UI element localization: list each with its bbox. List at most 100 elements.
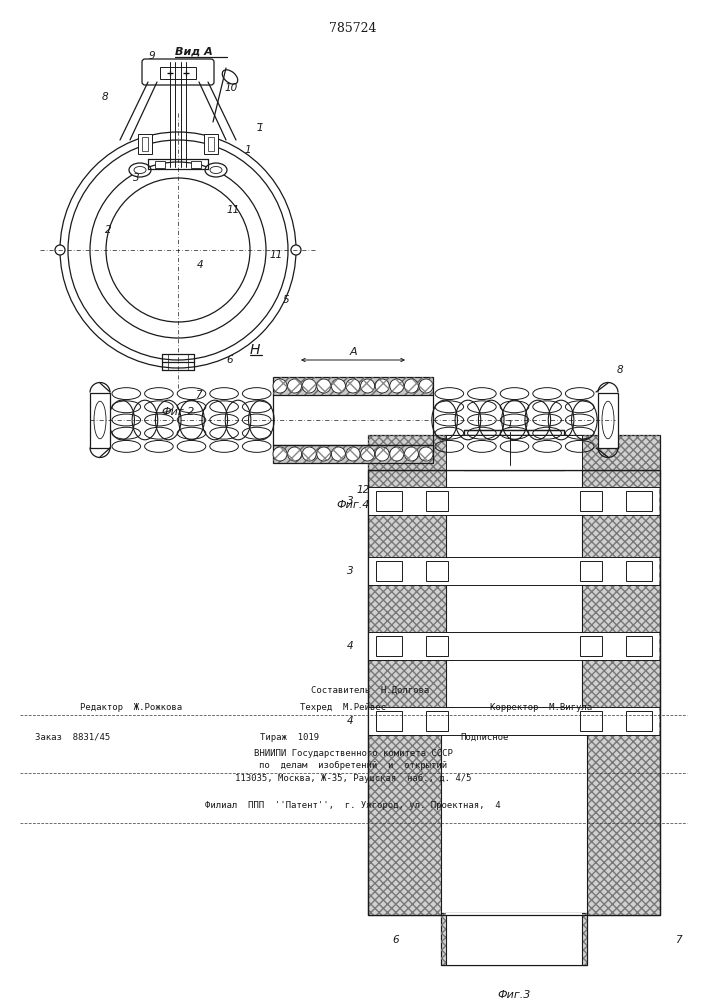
Circle shape (419, 379, 433, 393)
Text: 7: 7 (674, 935, 682, 945)
Text: 4: 4 (346, 716, 354, 726)
Ellipse shape (129, 163, 151, 177)
Circle shape (375, 447, 389, 461)
Bar (138, 134, 152, 154)
Circle shape (317, 379, 331, 393)
Bar (626, 636, 652, 656)
Bar (580, 561, 602, 581)
Text: 7: 7 (194, 390, 201, 400)
Bar (446, 515, 582, 557)
Text: Подписное: Подписное (460, 732, 508, 742)
Circle shape (273, 379, 287, 393)
Bar (273, 445, 433, 463)
Bar (369, 707, 659, 735)
Ellipse shape (205, 163, 227, 177)
Bar (142, 137, 148, 151)
Text: 11: 11 (269, 250, 283, 260)
Circle shape (419, 447, 433, 461)
Text: 6: 6 (227, 355, 233, 365)
Circle shape (288, 447, 302, 461)
Text: 5: 5 (283, 295, 289, 305)
Bar (368, 435, 660, 470)
Bar (426, 711, 448, 731)
Text: Н: Н (250, 343, 260, 357)
Circle shape (404, 379, 419, 393)
Bar (369, 557, 659, 585)
Text: 8: 8 (102, 92, 108, 102)
Bar (376, 491, 402, 511)
Bar (446, 913, 582, 965)
Circle shape (291, 245, 301, 255)
Text: 785724: 785724 (329, 21, 377, 34)
Text: 10: 10 (224, 83, 238, 93)
Bar (155, 161, 165, 168)
Circle shape (390, 447, 404, 461)
Text: 1̅: 1̅ (257, 123, 263, 133)
Text: A: A (349, 347, 357, 357)
Text: 4: 4 (346, 641, 354, 651)
Text: Тираж  1019: Тираж 1019 (260, 732, 319, 742)
Bar (446, 585, 582, 632)
Bar (426, 491, 448, 511)
Bar (273, 445, 433, 463)
Bar (369, 487, 659, 515)
Circle shape (332, 379, 346, 393)
Bar (446, 660, 582, 707)
Bar (273, 377, 433, 395)
Text: 11: 11 (226, 205, 240, 215)
Circle shape (302, 379, 316, 393)
Bar (368, 435, 660, 470)
Bar (204, 134, 218, 154)
Bar (626, 491, 652, 511)
Text: 1: 1 (507, 420, 513, 430)
Text: 8: 8 (617, 365, 624, 375)
Text: Фиг.3: Фиг.3 (497, 990, 531, 1000)
Text: 9: 9 (148, 51, 156, 61)
Circle shape (346, 447, 360, 461)
Text: 4: 4 (197, 260, 204, 270)
Bar (626, 711, 652, 731)
Bar (626, 561, 652, 581)
Text: Редактор  Ж.Рожкова: Редактор Ж.Рожкова (80, 702, 182, 712)
Text: Заказ  8831/45: Заказ 8831/45 (35, 732, 110, 742)
Circle shape (273, 447, 287, 461)
Bar (441, 913, 587, 965)
Circle shape (346, 379, 360, 393)
Bar (426, 636, 448, 656)
Circle shape (332, 447, 346, 461)
Text: 2: 2 (105, 225, 111, 235)
Circle shape (55, 245, 65, 255)
Text: Вид A: Вид A (175, 47, 213, 57)
Text: Корректор  М.Вигула: Корректор М.Вигула (490, 702, 592, 712)
Text: 1: 1 (245, 145, 251, 155)
Bar (464, 430, 564, 470)
Bar (376, 636, 402, 656)
Bar (273, 377, 433, 395)
Circle shape (302, 447, 316, 461)
Circle shape (375, 379, 389, 393)
Circle shape (404, 447, 419, 461)
Circle shape (288, 379, 302, 393)
Bar (369, 632, 659, 660)
Text: 6: 6 (392, 935, 399, 945)
Bar (598, 392, 618, 448)
Circle shape (390, 379, 404, 393)
Bar (368, 470, 660, 915)
Text: Техред  М.Рейвес: Техред М.Рейвес (300, 702, 386, 712)
Circle shape (361, 447, 375, 461)
Text: 12: 12 (356, 485, 370, 495)
Text: Фиг.4: Фиг.4 (337, 500, 370, 510)
Bar (441, 913, 587, 965)
Text: Составитель  Н.Долгова: Составитель Н.Долгова (311, 686, 429, 694)
Bar (580, 491, 602, 511)
Bar (208, 137, 214, 151)
Bar (580, 636, 602, 656)
Bar (90, 392, 110, 448)
Bar (446, 470, 582, 487)
Text: 3: 3 (133, 173, 139, 183)
Text: Филиал  ППП  ''Патент'',  г. Ужгород, ул. Проектная,  4: Филиал ППП ''Патент'', г. Ужгород, ул. П… (205, 800, 501, 810)
Bar (368, 468, 660, 470)
Circle shape (361, 379, 375, 393)
Text: 3: 3 (346, 496, 354, 506)
Text: 113035, Москва, Ж-35, Раушская  наб., д. 4/5: 113035, Москва, Ж-35, Раушская наб., д. … (235, 773, 472, 783)
